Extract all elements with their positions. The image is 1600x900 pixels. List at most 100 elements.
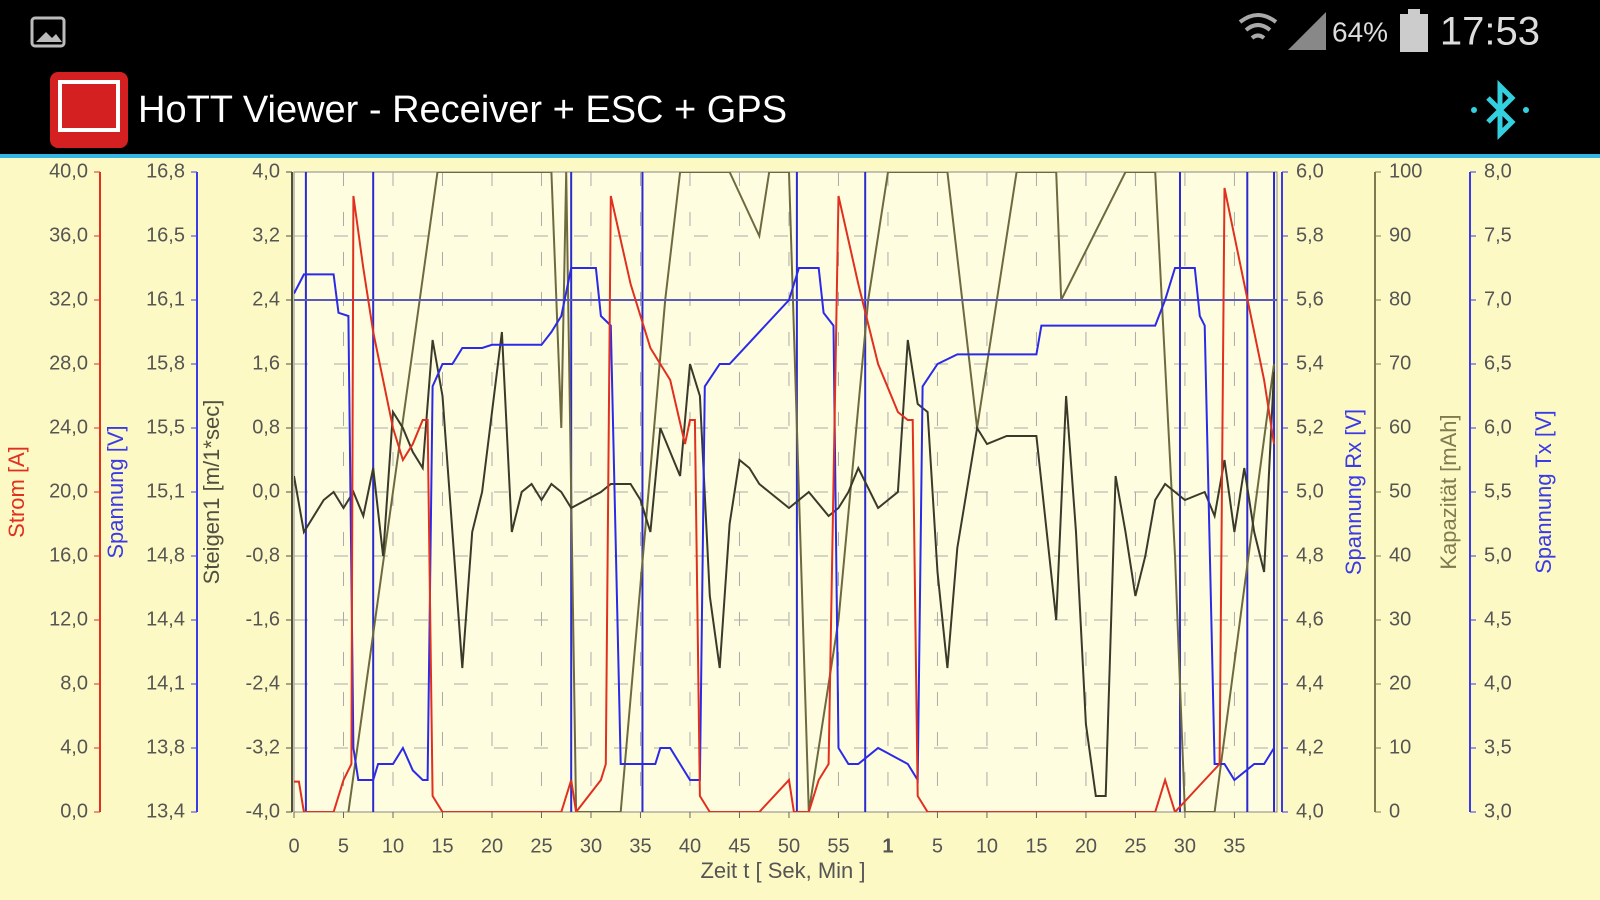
x-tick-label: 5 [338, 835, 349, 857]
data-line [294, 331, 1275, 797]
y-tick-label: 16,1 [146, 288, 185, 310]
y-tick-label: 13,8 [146, 736, 185, 758]
y-tick-label: 5,6 [1296, 288, 1324, 310]
status-bar: 64% 17:53 [0, 0, 1600, 64]
y-tick-label: 8,0 [60, 672, 88, 694]
x-tick-label: 15 [1025, 835, 1047, 857]
x-tick-label: 35 [629, 835, 651, 857]
y-tick-label: 90 [1389, 224, 1411, 246]
y-tick-label: 12,0 [49, 608, 88, 630]
y-tick-label: 7,0 [1484, 288, 1512, 310]
bluetooth-icon[interactable] [1486, 79, 1516, 141]
app-title: HoTT Viewer - Receiver + ESC + GPS [138, 89, 787, 131]
y-tick-label: 60 [1389, 416, 1411, 438]
battery-icon [1400, 14, 1428, 52]
x-axis-title: Zeit t [ Sek, Min ] [700, 858, 865, 883]
data-line [294, 187, 1275, 812]
y-tick-label: 5,0 [1484, 544, 1512, 566]
y-tick-label: 15,5 [146, 416, 185, 438]
y-tick-label: 30 [1389, 608, 1411, 630]
y-tick-label: 5,4 [1296, 352, 1324, 374]
battery-cap [1408, 9, 1420, 15]
y-tick-label: 8,0 [1484, 160, 1512, 182]
axis-title: Spannung Tx [V] [1531, 410, 1556, 574]
y-tick-label: -0,8 [246, 544, 280, 566]
y-tick-label: 4,0 [1296, 800, 1324, 822]
x-tick-label: 20 [1075, 835, 1097, 857]
chart: Zeit t [ Sek, Min ] Strom [A] 0,0 4,0 8,0 12… [4, 160, 1556, 883]
y-tick-label: 16,8 [146, 160, 185, 182]
x-tick-label: 50 [778, 835, 800, 857]
y-tick-label: 3,5 [1484, 736, 1512, 758]
y-tick-label: 24,0 [49, 416, 88, 438]
data-line [347, 172, 1275, 812]
y-tick-label: 4,8 [1296, 544, 1324, 566]
gallery-icon-shape [36, 32, 62, 42]
y-tick-label: 4,2 [1296, 736, 1324, 758]
status-icons: 64% 17:53 [30, 9, 1540, 54]
x-tick-label: 10 [382, 835, 404, 857]
y-tick-label: 14,4 [146, 608, 185, 630]
app-logo-mark [58, 80, 120, 132]
bluetooth-dot [1471, 107, 1477, 113]
bluetooth-dot [1523, 107, 1529, 113]
y-tick-label: 0 [1389, 800, 1400, 822]
x-tick-label: 20 [481, 835, 503, 857]
clock: 17:53 [1440, 10, 1540, 54]
y-tick-label: 0,0 [60, 800, 88, 822]
x-tick-label: 10 [976, 835, 998, 857]
y-tick-label: 2,4 [252, 288, 280, 310]
y-tick-label: 5,5 [1484, 480, 1512, 502]
axis-title: Kapazität [mAh] [1436, 414, 1461, 569]
y-tick-label: 5,8 [1296, 224, 1324, 246]
y-tick-label: 4,6 [1296, 608, 1324, 630]
signal-icon [1288, 12, 1326, 50]
y-tick-label: 50 [1389, 480, 1411, 502]
y-tick-label: 15,1 [146, 480, 185, 502]
y-tick-label: 70 [1389, 352, 1411, 374]
y-tick-label: 20,0 [49, 480, 88, 502]
x-tick-label: 25 [1124, 835, 1146, 857]
y-tick-label: 28,0 [49, 352, 88, 374]
y-tick-label: 13,4 [146, 800, 185, 822]
y-tick-label: 6,5 [1484, 352, 1512, 374]
battery-percent: 64% [1332, 16, 1388, 47]
axis-title: Spannung [V] [103, 425, 128, 558]
y-tick-label: 16,0 [49, 544, 88, 566]
y-tick-label: 32,0 [49, 288, 88, 310]
x-tick-label: 45 [728, 835, 750, 857]
y-tick-label: 4,0 [60, 736, 88, 758]
y-tick-label: 40,0 [49, 160, 88, 182]
axis-title: Strom [A] [4, 446, 29, 538]
x-tick-label: 35 [1223, 835, 1245, 857]
y-tick-label: 5,2 [1296, 416, 1324, 438]
y-tick-label: -2,4 [246, 672, 280, 694]
y-tick-label: 6,0 [1296, 160, 1324, 182]
y-tick-label: -4,0 [246, 800, 280, 822]
y-tick-label: 14,8 [146, 544, 185, 566]
x-tick-label: 55 [827, 835, 849, 857]
x-tick-label: 40 [679, 835, 701, 857]
y-tick-label: 4,5 [1484, 608, 1512, 630]
y-tick-label: -3,2 [246, 736, 280, 758]
y-tick-label: 40 [1389, 544, 1411, 566]
y-tick-label: 4,0 [252, 160, 280, 182]
x-tick-label: 0 [288, 835, 299, 857]
gallery-icon [30, 16, 66, 48]
y-tick-label: 80 [1389, 288, 1411, 310]
y-tick-label: 0,0 [252, 480, 280, 502]
y-tick-label: 3,2 [252, 224, 280, 246]
data-line [294, 267, 1275, 784]
y-tick-label: 3,0 [1484, 800, 1512, 822]
y-tick-label: 4,0 [1484, 672, 1512, 694]
y-tick-label: 5,0 [1296, 480, 1324, 502]
y-tick-label: 36,0 [49, 224, 88, 246]
y-tick-label: 7,5 [1484, 224, 1512, 246]
axis-title: Spannung Rx [V] [1341, 409, 1366, 575]
y-tick-label: 10 [1389, 736, 1411, 758]
y-tick-label: 100 [1389, 160, 1422, 182]
x-tick-label: 15 [431, 835, 453, 857]
x-tick-label: 30 [1174, 835, 1196, 857]
x-tick-label: 5 [932, 835, 943, 857]
